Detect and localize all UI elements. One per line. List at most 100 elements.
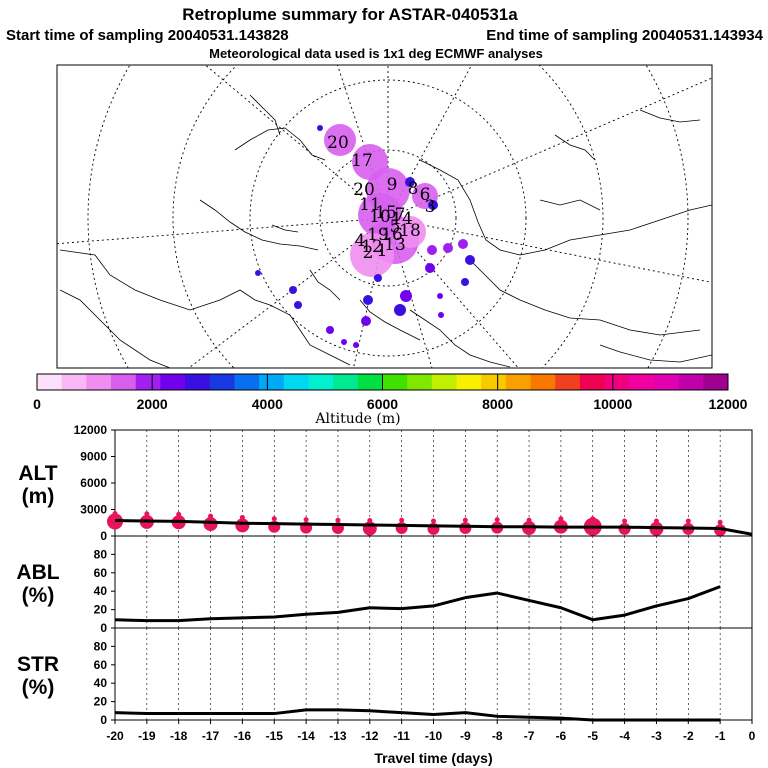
x-tick-label: -12 <box>361 729 379 743</box>
plume-label: 20 <box>327 133 349 153</box>
x-tick-label: -10 <box>425 729 443 743</box>
colorbar-cell <box>653 374 680 390</box>
x-tick-label: -1 <box>715 729 726 743</box>
colorbar-cell <box>431 374 458 390</box>
alt-marker <box>235 518 250 533</box>
plume-label: 12 <box>361 237 383 257</box>
alt-marker-small <box>271 516 277 522</box>
colorbar-cell <box>579 374 606 390</box>
colorbar-tick-label: 6000 <box>367 396 398 412</box>
colorbar-cell <box>308 374 334 390</box>
met-data-note: Meteorological data used is 1x1 deg ECMW… <box>209 46 543 61</box>
alt-marker-small <box>494 517 500 523</box>
y-tick-label: 0 <box>100 621 107 635</box>
colorbar-ticks: 0 2000 4000 6000 8000 10000 12000 <box>33 374 748 412</box>
alt-marker-small <box>399 517 405 523</box>
colorbar-cell <box>37 374 63 390</box>
y-tick-label: 80 <box>94 639 108 653</box>
colorbar-cell <box>333 374 359 390</box>
start-time-label: Start time of sampling 20040531.143828 <box>6 27 289 44</box>
panel-unit: (%) <box>22 584 55 607</box>
series-line <box>114 585 721 623</box>
y-tick-label: 9000 <box>80 450 107 464</box>
plume-label: 1 <box>377 241 388 261</box>
alt-marker-small <box>303 517 309 523</box>
y-tick-label: 12000 <box>74 423 108 437</box>
y-tick-label: 0 <box>100 713 107 727</box>
alt-marker-small <box>717 519 723 525</box>
panel-label: ALT <box>18 462 57 485</box>
y-tick-label: 80 <box>94 547 108 561</box>
x-tick-label: 0 <box>749 729 756 743</box>
x-tick-label: -6 <box>556 729 567 743</box>
plume-label: 4 <box>355 231 366 251</box>
x-tick-label: -4 <box>619 729 630 743</box>
plume-label: 16 <box>381 225 403 245</box>
panel-unit: (%) <box>22 676 55 699</box>
colorbar-cell <box>382 374 408 390</box>
x-tick-label: -20 <box>106 729 124 743</box>
colorbar-cell <box>456 374 482 390</box>
colorbar-cell <box>481 374 507 390</box>
alt-marker-small <box>558 516 564 522</box>
plume-label: 6 <box>420 185 431 205</box>
panel-unit: (m) <box>22 485 55 508</box>
x-tick-label: -9 <box>460 729 471 743</box>
colorbar-cell <box>234 374 260 390</box>
alt-marker <box>203 517 218 532</box>
plume-label: 2 <box>363 243 374 263</box>
x-tick-label: -13 <box>329 729 347 743</box>
plume-label: 17 <box>351 151 373 171</box>
plume-label: 5 <box>390 217 401 237</box>
chart-title: Retroplume summary for ASTAR-040531a <box>182 5 518 24</box>
colorbar-cell <box>86 374 112 390</box>
plume-label: 9 <box>387 175 398 195</box>
colorbar-tick-label: 12000 <box>709 396 748 412</box>
colorbar-cell <box>357 374 383 390</box>
time-series-panels: 030006000900012000ALT(m)020406080ABL(%)0… <box>16 423 755 766</box>
alt-marker-small <box>144 511 150 517</box>
colorbar-tick-label: 10000 <box>593 396 632 412</box>
x-tick-label: -19 <box>138 729 156 743</box>
alt-marker <box>618 522 631 535</box>
meridians <box>57 65 712 368</box>
plume-label: 18 <box>399 221 421 241</box>
plume-label: 10 <box>369 207 391 227</box>
x-tick-label: -5 <box>587 729 598 743</box>
x-tick-label: -2 <box>683 729 694 743</box>
plume-label: 7 <box>395 205 406 225</box>
alt-marker-small <box>431 518 436 524</box>
colorbar-cell <box>135 374 161 390</box>
colorbar-label: Altitude (m) <box>314 411 400 427</box>
y-tick-label: 3000 <box>80 503 107 517</box>
alt-marker-small <box>112 510 118 516</box>
colorbar-cell <box>604 374 630 390</box>
panel-abl: 0 20 40 60 80 ABL(%) <box>16 535 753 635</box>
colorbar-tick-label: 2000 <box>137 396 168 412</box>
plume-label: 15 <box>375 203 397 223</box>
y-tick-label: 60 <box>94 566 108 580</box>
colorbar-cells <box>37 374 729 390</box>
series-line <box>114 708 721 722</box>
colorbar-cell <box>185 374 211 390</box>
panel-label: ABL <box>16 561 59 584</box>
x-tick-label: -8 <box>492 729 503 743</box>
x-tick-label: -7 <box>524 729 535 743</box>
alt-marker-small <box>335 517 341 523</box>
colorbar-cell <box>160 374 186 390</box>
y-tick-label: 60 <box>94 658 108 672</box>
plume-label: 13 <box>384 235 406 255</box>
alt-marker <box>459 522 472 535</box>
panel-alt: 0 3000 6000 9000 12000 ALT(m) <box>18 423 753 543</box>
colorbar-cell <box>629 374 655 390</box>
alt-marker-small <box>239 514 245 520</box>
x-tick-label: -17 <box>202 729 220 743</box>
plume-label: 8 <box>408 179 419 199</box>
x-tick-label: -14 <box>297 729 315 743</box>
coastlines <box>59 94 712 368</box>
